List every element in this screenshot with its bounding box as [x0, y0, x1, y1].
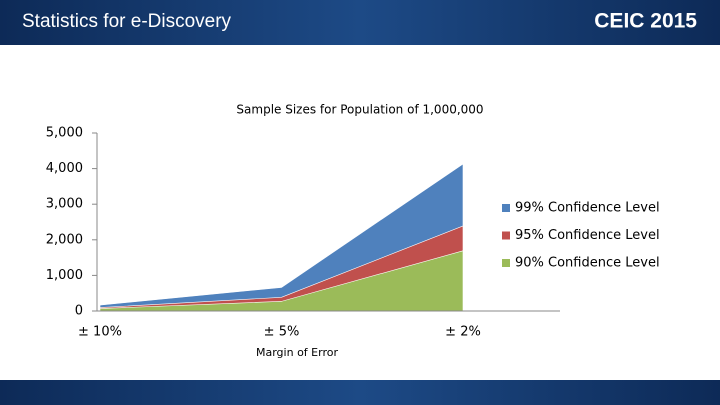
x-tick-label: ± 10%	[78, 325, 122, 340]
y-tick-label: 5,000	[46, 126, 83, 141]
y-tick-label: 0	[75, 304, 83, 319]
y-tick-label: 2,000	[46, 232, 83, 247]
logo: CEIC 2015	[594, 10, 697, 33]
footer-bar	[0, 380, 720, 405]
y-tick-label: 1,000	[46, 268, 83, 283]
slide-title: Statistics for e-Discovery	[22, 11, 232, 32]
legend-label: 95% Confidence Level	[515, 228, 660, 243]
legend-swatch	[502, 231, 510, 240]
y-tick-label: 3,000	[46, 197, 83, 212]
chart-title: Sample Sizes for Population of 1,000,000	[236, 103, 483, 117]
x-axis-title: Margin of Error	[256, 346, 338, 359]
header-bar	[0, 0, 720, 45]
legend-swatch	[502, 204, 510, 212]
x-tick-label: ± 5%	[264, 325, 300, 340]
legend-label: 90% Confidence Level	[515, 256, 660, 271]
legend-label: 99% Confidence Level	[515, 201, 660, 216]
x-tick-label: ± 2%	[445, 325, 481, 340]
legend-swatch	[502, 259, 510, 267]
y-tick-label: 4,000	[46, 161, 83, 176]
